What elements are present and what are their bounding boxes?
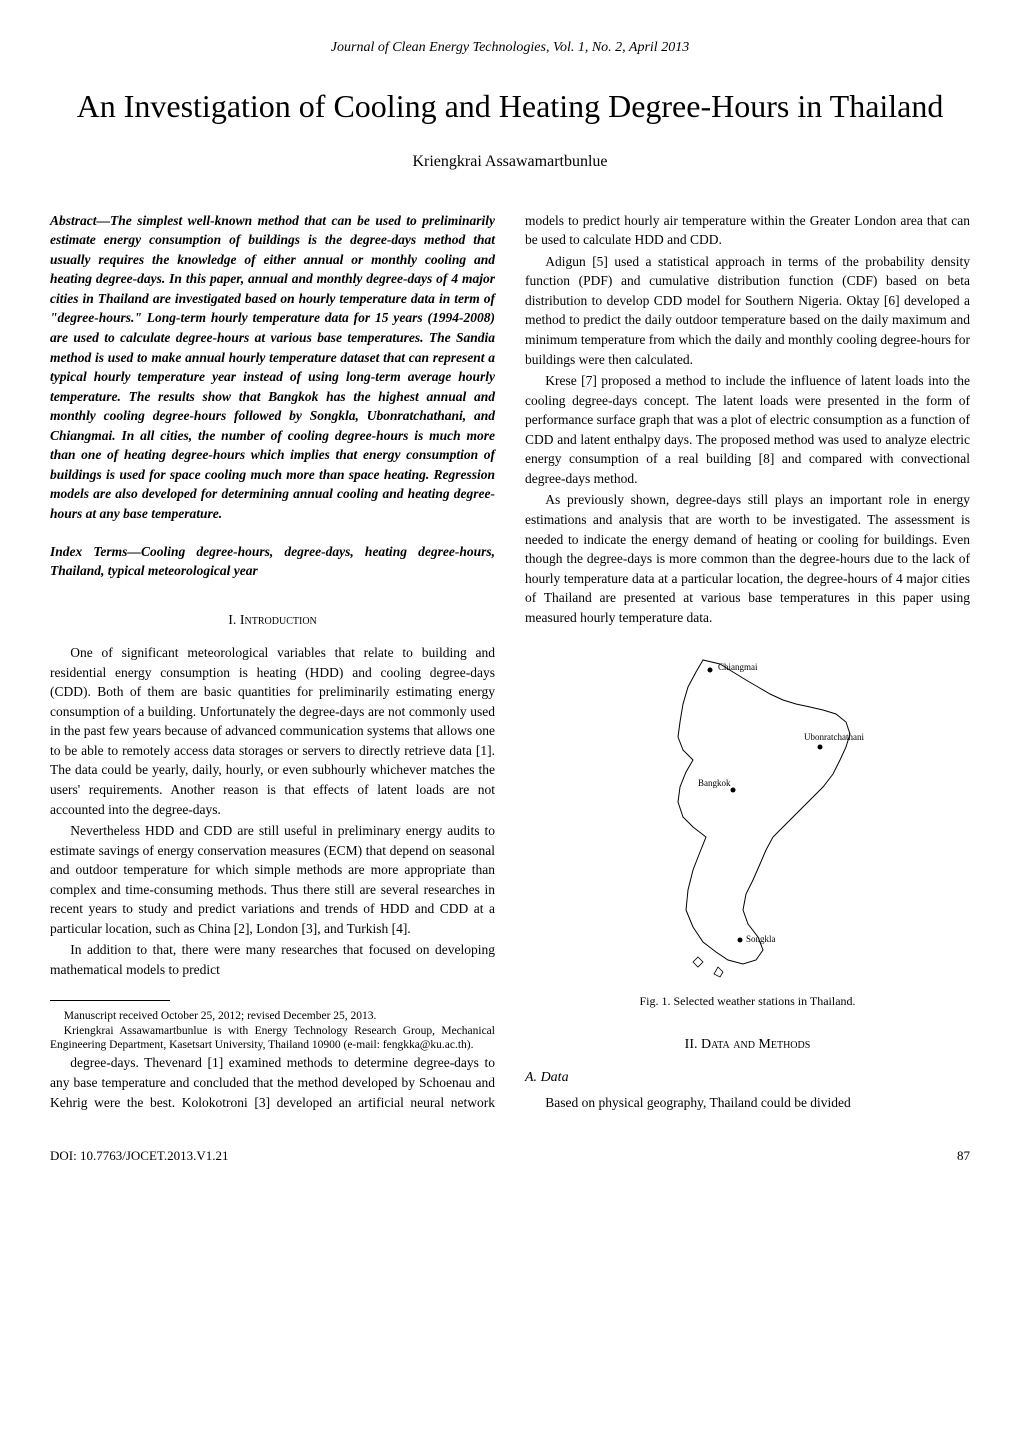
intro-p2: Nevertheless HDD and CDD are still usefu… <box>50 821 495 938</box>
subsection-a-title: Data <box>541 1070 569 1085</box>
index-terms-label: Index Terms— <box>50 544 141 559</box>
abstract-label: Abstract— <box>50 213 110 228</box>
chiangmai-dot <box>707 668 712 673</box>
abstract-block: Abstract—The simplest well-known method … <box>50 211 495 524</box>
figure-1-caption: Fig. 1. Selected weather stations in Tha… <box>525 993 970 1010</box>
data-p1: Based on physical geography, Thailand co… <box>525 1093 970 1113</box>
author-name: Kriengkrai Assawamartbunlue <box>50 153 970 171</box>
paper-title: An Investigation of Cooling and Heating … <box>50 86 970 128</box>
footnote-manuscript: Manuscript received October 25, 2012; re… <box>50 1009 495 1024</box>
island-1 <box>714 967 723 977</box>
songkla-dot <box>737 938 742 943</box>
footnote-affiliation: Kriengkrai Assawamartbunlue is with Ener… <box>50 1024 495 1054</box>
page-footer: DOI: 10.7763/JOCET.2013.V1.21 87 <box>50 1148 970 1164</box>
intro-p1: One of significant meteorological variab… <box>50 643 495 819</box>
section-heading-data-methods: II. Data and Methods <box>525 1035 970 1055</box>
songkla-label: Songkla <box>746 934 776 944</box>
bangkok-dot <box>730 788 735 793</box>
abstract-text: The simplest well-known method that can … <box>50 213 495 521</box>
footnote-rule <box>50 1000 170 1001</box>
content-columns: Abstract—The simplest well-known method … <box>50 211 970 1114</box>
thailand-outline <box>678 660 850 964</box>
figure-1: Chiangmai Ubonratchathani Bangkok Songkl… <box>525 642 970 1010</box>
doi-text: DOI: 10.7763/JOCET.2013.V1.21 <box>50 1148 229 1164</box>
intro-p5: Adigun [5] used a statistical approach i… <box>525 252 970 369</box>
intro-p3: In addition to that, there were many res… <box>50 940 495 979</box>
ubonratchathani-dot <box>817 745 822 750</box>
thailand-map-svg: Chiangmai Ubonratchathani Bangkok Songkl… <box>598 642 898 982</box>
ubonratchathani-label: Ubonratchathani <box>804 732 864 742</box>
section-number: I. <box>228 613 236 628</box>
intro-p6: Krese [7] proposed a method to include t… <box>525 371 970 488</box>
section-heading-intro: I. Introduction <box>50 611 495 631</box>
section-number-2: II. <box>685 1037 698 1052</box>
index-terms-block: Index Terms—Cooling degree-hours, degree… <box>50 542 495 581</box>
section-title-2: Data and Methods <box>701 1037 810 1052</box>
chiangmai-label: Chiangmai <box>718 662 758 672</box>
intro-p7: As previously shown, degree-days still p… <box>525 490 970 627</box>
page-number: 87 <box>957 1148 970 1164</box>
journal-header: Journal of Clean Energy Technologies, Vo… <box>50 40 970 56</box>
section-title: Introduction <box>240 613 317 628</box>
subsection-a-label: A. <box>525 1070 537 1085</box>
island-2 <box>693 957 703 967</box>
bangkok-label: Bangkok <box>698 778 731 788</box>
subsection-a-heading: A. Data <box>525 1068 970 1088</box>
